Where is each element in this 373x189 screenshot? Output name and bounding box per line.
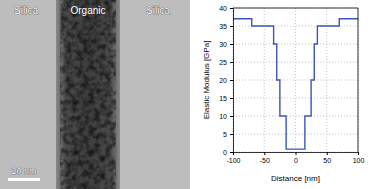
- micrograph-background: [0, 0, 190, 189]
- y-tick-label: 10: [219, 113, 227, 120]
- x-axis: -100 -50 0 50 100: [226, 152, 364, 164]
- organic-texture: [60, 0, 116, 189]
- x-axis-line: [234, 153, 359, 156]
- y-axis: 0 5 10 15 20 25 30 35 40: [219, 5, 233, 156]
- y-tick-mark: [230, 26, 233, 27]
- frame-right: [358, 8, 359, 152]
- region-label: Silica: [146, 5, 170, 16]
- grid-line-y: [233, 98, 358, 99]
- y-axis-title: Elastic Modulus [GPa]: [202, 41, 211, 120]
- x-tick-label: 0: [294, 157, 298, 164]
- plot-area: [233, 19, 358, 149]
- y-tick-label: 35: [219, 23, 227, 30]
- frame-top: [233, 8, 358, 9]
- x-tick: 100: [353, 152, 365, 164]
- y-tick-label: 20: [219, 77, 227, 84]
- x-tick: -50: [260, 152, 270, 164]
- grid-line-y: [233, 116, 358, 117]
- grid-line-y: [233, 8, 358, 9]
- grid-line-y: [233, 134, 358, 135]
- x-tick-mark: [327, 152, 328, 155]
- x-axis-title: Distance [nm]: [271, 174, 320, 183]
- y-tick-mark: [230, 62, 233, 63]
- y-tick: 20: [219, 77, 233, 84]
- y-tick-label: 30: [219, 41, 227, 48]
- y-tick: 30: [219, 41, 233, 48]
- y-tick-label: 15: [219, 95, 227, 102]
- y-tick-mark: [230, 98, 233, 99]
- x-tick-label: -50: [260, 157, 270, 164]
- x-tick-mark: [358, 152, 359, 155]
- y-tick-label: 0: [223, 149, 227, 156]
- y-tick: 35: [219, 23, 233, 30]
- x-tick-label: 100: [353, 157, 365, 164]
- y-tick-label: 25: [219, 59, 227, 66]
- scale-bar: [8, 178, 40, 181]
- data-line: [233, 19, 358, 149]
- region-label: Silica: [14, 5, 38, 16]
- x-tick-label: -100: [226, 157, 240, 164]
- y-tick-label: 40: [219, 5, 227, 12]
- scale-bar-label: 20 nm: [11, 166, 36, 176]
- y-tick: 10: [219, 113, 233, 120]
- chart: -100 -50 0 50 100 0 5 10 15 20 25 30 35 40 Distance [n…: [202, 5, 364, 183]
- y-tick-mark: [230, 44, 233, 45]
- y-tick: 25: [219, 59, 233, 66]
- x-tick: 50: [323, 152, 331, 164]
- y-tick-mark: [230, 80, 233, 81]
- x-tick: -100: [226, 152, 240, 164]
- x-tick-mark: [264, 152, 265, 155]
- y-tick: 15: [219, 95, 233, 102]
- grid: [233, 8, 358, 152]
- grid-line-x: [358, 8, 359, 152]
- organic-layer: [56, 0, 120, 189]
- x-tick: 0: [294, 152, 298, 164]
- micrograph: Silica Organic Silica 20 nm: [0, 0, 190, 189]
- y-tick-mark: [230, 152, 233, 153]
- grid-line-y: [233, 44, 358, 45]
- grid-line-x: [295, 8, 296, 152]
- grid-line-y: [233, 62, 358, 63]
- y-tick-mark: [230, 134, 233, 135]
- x-tick-label: 50: [323, 157, 331, 164]
- y-axis-line: [230, 9, 234, 153]
- grid-line-y: [233, 80, 358, 81]
- y-tick-label: 5: [223, 131, 227, 138]
- x-tick-mark: [296, 152, 297, 155]
- y-tick: 0: [223, 149, 233, 156]
- y-tick-mark: [230, 116, 233, 117]
- region-label: Organic: [70, 5, 105, 16]
- y-tick: 5: [223, 131, 233, 138]
- y-tick: 40: [219, 5, 233, 12]
- y-tick-mark: [230, 8, 233, 9]
